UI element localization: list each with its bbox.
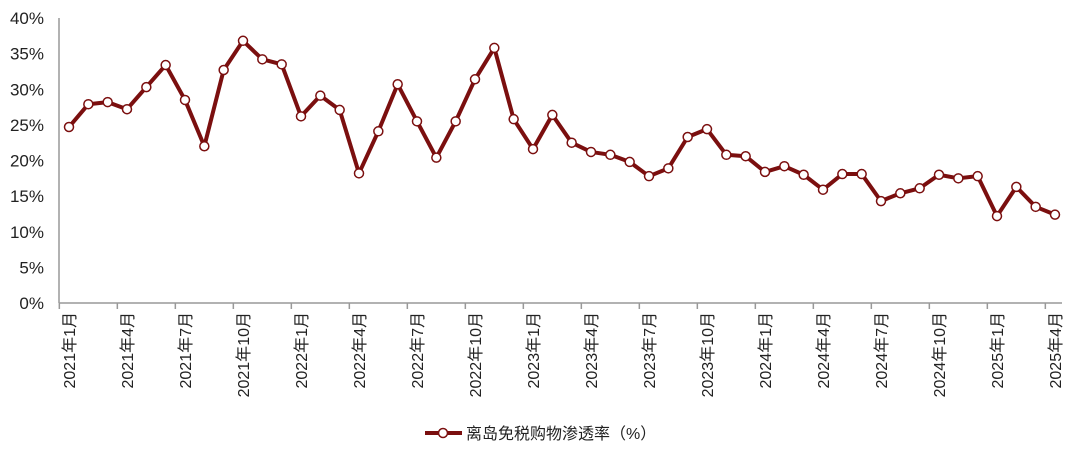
data-point (315, 90, 326, 101)
x-tick-label: 2022年10月 (467, 312, 485, 397)
x-tick-label: 2024年10月 (931, 312, 949, 397)
data-point (605, 149, 616, 161)
data-point (83, 98, 94, 110)
data-point (63, 121, 75, 133)
data-point (566, 137, 577, 148)
x-tick-label: 2025年4月 (1047, 312, 1065, 389)
data-point (160, 59, 171, 71)
legend-marker (437, 427, 449, 439)
series-line (67, 38, 1056, 219)
x-tick-label: 2021年7月 (177, 312, 195, 389)
x-tick-label: 2024年7月 (873, 312, 891, 389)
y-tick-label: 0% (19, 294, 44, 313)
data-point (431, 152, 442, 163)
y-tick-label: 30% (10, 80, 44, 99)
data-point (353, 168, 365, 179)
y-tick-label: 5% (19, 258, 44, 277)
data-point (875, 195, 887, 207)
data-point (972, 170, 983, 182)
data-point (508, 113, 519, 125)
data-point (295, 111, 307, 122)
data-point (624, 156, 635, 168)
data-point (798, 169, 809, 180)
data-point (121, 103, 133, 115)
data-point (1030, 201, 1041, 213)
data-point (682, 131, 693, 143)
data-point (933, 169, 945, 180)
data-point (373, 126, 384, 137)
data-point (663, 163, 674, 174)
x-tick-label: 2022年4月 (351, 312, 369, 389)
data-point (450, 116, 461, 127)
x-tick-label: 2024年1月 (757, 312, 775, 389)
data-point (489, 42, 500, 54)
data-point (779, 160, 790, 172)
data-point (411, 116, 423, 127)
data-point (237, 35, 249, 47)
data-point (585, 146, 597, 158)
data-point (643, 170, 655, 182)
data-point (527, 143, 539, 155)
x-tick-label: 2024年4月 (815, 312, 833, 389)
data-point (837, 168, 848, 180)
data-point (953, 173, 964, 184)
data-point (721, 149, 732, 161)
x-tick-label: 2021年10月 (235, 312, 253, 397)
data-point (914, 183, 925, 194)
data-point (179, 94, 191, 106)
data-point (547, 109, 558, 121)
data-point (895, 188, 906, 199)
legend-label: 离岛免税购物渗透率（%） (466, 425, 656, 443)
x-tick-label: 2021年4月 (119, 312, 137, 389)
x-tick-label: 2023年10月 (699, 312, 717, 397)
x-tick-label: 2025年1月 (989, 312, 1007, 389)
data-point (276, 59, 287, 70)
x-tick-label: 2023年7月 (641, 312, 659, 389)
y-tick-label: 35% (10, 45, 44, 64)
data-point (257, 54, 268, 65)
x-tick-label: 2023年1月 (525, 312, 543, 389)
data-point (817, 184, 829, 195)
y-tick-label: 20% (10, 152, 44, 171)
data-point (392, 79, 403, 90)
data-point (334, 104, 345, 116)
y-tick-label: 25% (10, 116, 44, 135)
y-tick-label: 40% (10, 9, 44, 28)
y-axis-ticks: 0% 5% 10% 15% 20% 25% 30% 35% 40% (10, 9, 44, 313)
data-point (701, 123, 713, 135)
data-point (102, 96, 113, 108)
y-tick-label: 10% (10, 223, 44, 242)
data-point (199, 141, 210, 152)
legend: 离岛免税购物渗透率（%） (425, 425, 656, 443)
y-tick-label: 15% (10, 187, 44, 206)
data-point (759, 166, 771, 178)
data-point (1049, 209, 1061, 220)
data-point (141, 81, 152, 93)
x-tick-label: 2022年7月 (409, 312, 427, 389)
data-point (991, 210, 1003, 222)
x-tick-label: 2021年1月 (61, 312, 79, 389)
x-tick-label: 2023年4月 (583, 312, 601, 389)
x-axis-ticks: 2021年1月 2021年4月 2021年7月 2021年10月 2022年1月 2022… (58, 303, 1065, 397)
x-tick-label: 2022年1月 (293, 312, 311, 389)
data-point (469, 74, 481, 85)
data-point (1011, 181, 1022, 193)
series-group (63, 35, 1061, 222)
data-point (740, 150, 751, 162)
data-point (218, 64, 229, 76)
data-point (856, 168, 867, 180)
